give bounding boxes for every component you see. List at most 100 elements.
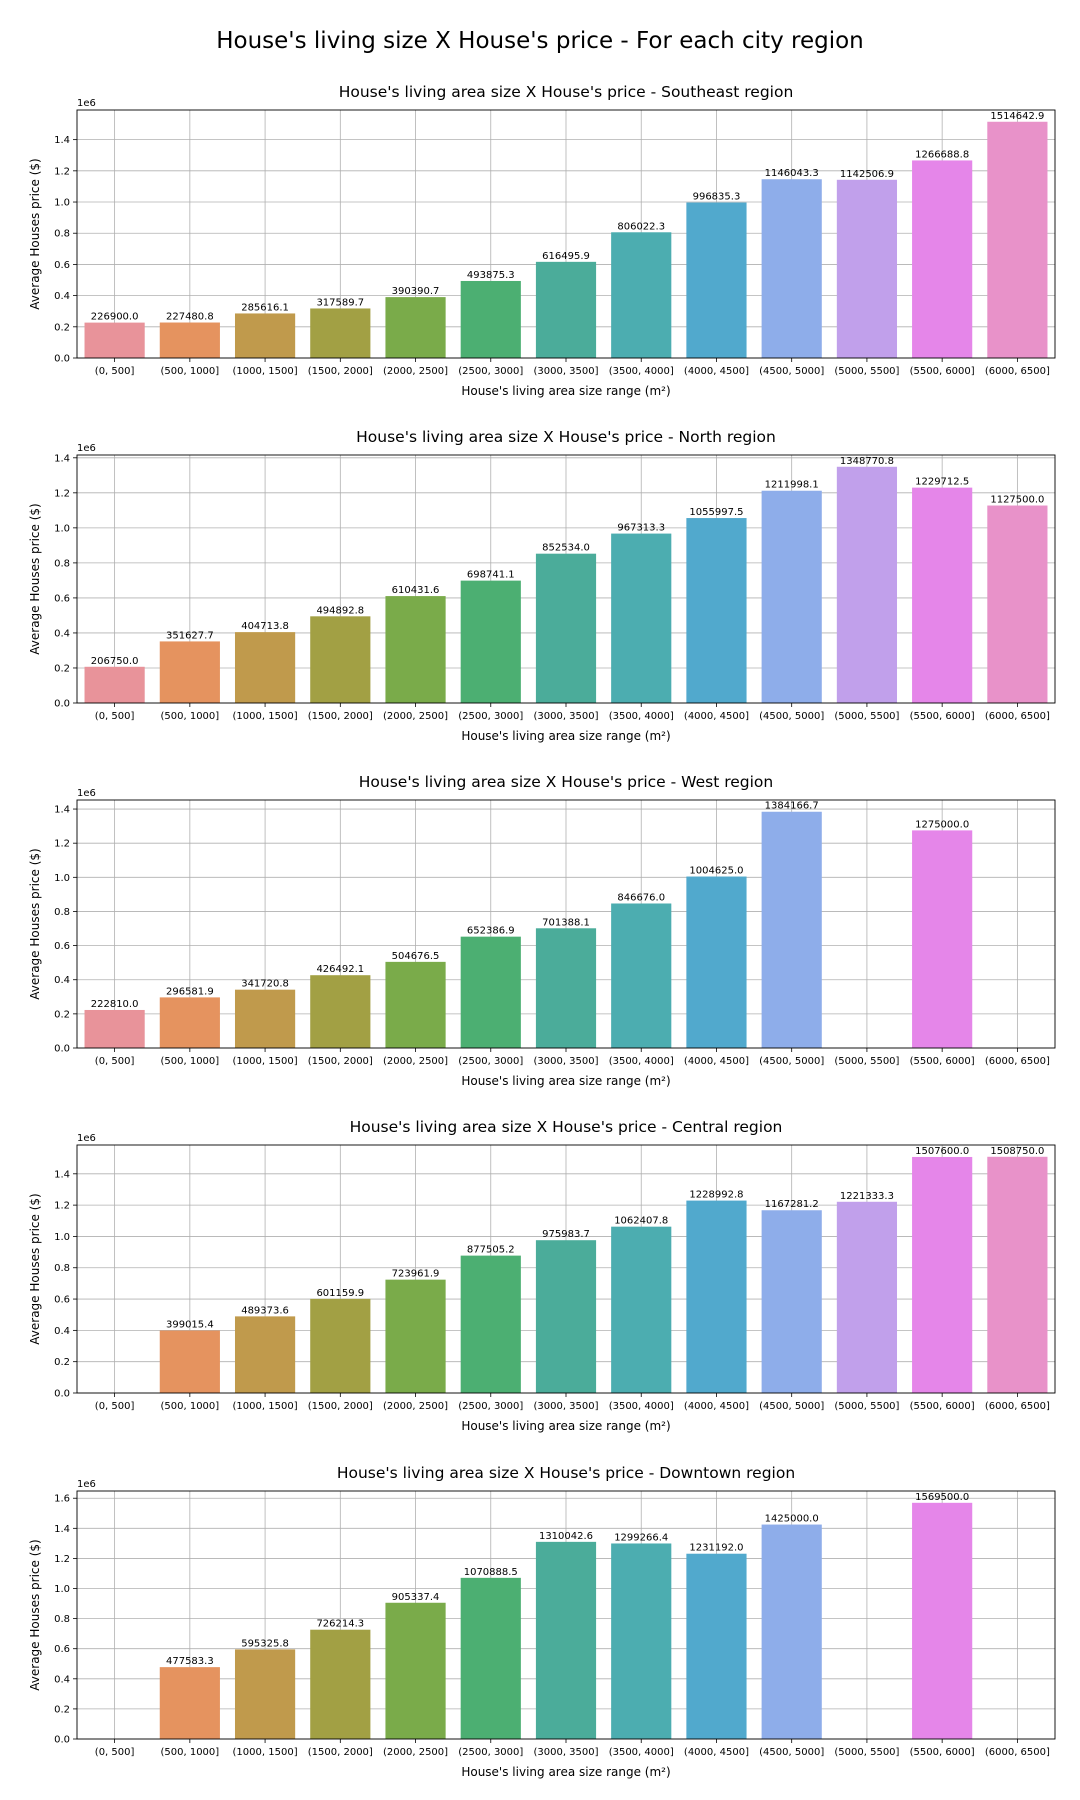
y-tick-label: 1.0: [54, 1232, 70, 1243]
bar-value-label: 1127500.0: [990, 495, 1044, 506]
x-tick-label: (5000, 5500]: [834, 1747, 899, 1758]
x-tick-label: (3500, 4000]: [609, 366, 674, 377]
y-tick-label: 0.0: [54, 1735, 70, 1746]
x-axis-label: House's living area size range (m²): [461, 729, 670, 743]
bar-value-label: 399015.4: [166, 1320, 214, 1331]
bar: [987, 1156, 1048, 1393]
bar: [385, 1279, 446, 1393]
x-tick-label: (3000, 3500]: [533, 1401, 598, 1412]
bar: [686, 876, 747, 1048]
bar-value-label: 996835.3: [693, 192, 741, 203]
bar: [460, 936, 521, 1048]
x-tick-label: (500, 1000]: [160, 366, 219, 377]
bar-value-label: 806022.3: [617, 221, 665, 232]
y-tick-label: 1.4: [54, 453, 70, 464]
bar-value-label: 701388.1: [542, 917, 590, 928]
y-tick-label: 1.0: [54, 873, 70, 884]
bar: [761, 179, 822, 358]
bar: [535, 553, 597, 703]
x-tick-label: (2000, 2500]: [383, 366, 448, 377]
y-tick-label: 0.2: [54, 322, 70, 333]
bar: [611, 1543, 672, 1739]
x-tick-label: (3000, 3500]: [533, 1056, 598, 1067]
bar: [912, 830, 973, 1048]
bar: [761, 490, 822, 703]
bar: [686, 202, 747, 358]
bar-value-label: 1211998.1: [765, 480, 819, 491]
x-tick-label: (1000, 1500]: [233, 1056, 298, 1067]
y-tick-label: 1.6: [54, 1494, 70, 1505]
bar: [234, 1316, 296, 1393]
bar-value-label: 489373.6: [241, 1305, 289, 1316]
y-tick-label: 1.0: [54, 523, 70, 534]
x-tick-label: (0, 500]: [95, 1747, 135, 1758]
y-tick-label: 1.2: [54, 839, 70, 850]
x-tick-label: (3000, 3500]: [533, 366, 598, 377]
bar-value-label: 1384166.7: [765, 801, 819, 812]
bar-value-label: 1167281.2: [765, 1199, 819, 1210]
x-tick-label: (2500, 3000]: [458, 1401, 523, 1412]
bar: [310, 975, 371, 1048]
bar: [987, 121, 1048, 358]
x-tick-label: (2500, 3000]: [458, 366, 523, 377]
x-tick-label: (1500, 2000]: [308, 711, 373, 722]
bar: [159, 641, 220, 703]
x-tick-label: (6000, 6500]: [985, 1401, 1050, 1412]
x-axis-label: House's living area size range (m²): [461, 1074, 670, 1088]
y-tick-label: 0.0: [54, 699, 70, 710]
bar: [836, 1201, 898, 1393]
y-tick-label: 1.4: [54, 1169, 70, 1180]
chart-title: House's living area size X House's price…: [337, 1464, 795, 1482]
x-tick-label: (3000, 3500]: [533, 711, 598, 722]
x-tick-label: (0, 500]: [95, 711, 135, 722]
bar: [460, 580, 521, 703]
bar-value-label: 601159.9: [316, 1288, 364, 1299]
x-tick-label: (4500, 5000]: [759, 1747, 824, 1758]
bar-value-label: 222810.0: [91, 999, 139, 1010]
y-tick-label: 0.8: [54, 229, 70, 240]
x-tick-label: (0, 500]: [95, 1401, 135, 1412]
bar: [535, 1541, 597, 1739]
x-tick-label: (6000, 6500]: [985, 1056, 1050, 1067]
x-tick-label: (2000, 2500]: [383, 1401, 448, 1412]
y-axis-label: Average Houses price ($): [28, 848, 42, 999]
bar-value-label: 1055997.5: [689, 507, 743, 518]
y-tick-label: 1.4: [54, 135, 70, 146]
x-tick-label: (3500, 4000]: [609, 1056, 674, 1067]
bar-value-label: 1569500.0: [915, 1492, 969, 1503]
bar: [159, 1330, 220, 1393]
x-tick-label: (1000, 1500]: [233, 711, 298, 722]
bar-value-label: 494892.8: [316, 605, 364, 616]
bar-value-label: 698741.1: [467, 570, 515, 581]
x-tick-label: (2000, 2500]: [383, 1056, 448, 1067]
y-tick-label: 0.2: [54, 1009, 70, 1020]
y-axis-label: Average Houses price ($): [28, 503, 42, 654]
axis-offset-label: 1e6: [77, 788, 96, 799]
bar-value-label: 317589.7: [316, 297, 364, 308]
bar-value-label: 610431.6: [392, 585, 440, 596]
chart-title: House's living area size X House's price…: [356, 428, 776, 446]
x-tick-label: (4500, 5000]: [759, 1056, 824, 1067]
bar-value-label: 616495.9: [542, 251, 590, 262]
axis-offset-label: 1e6: [77, 1133, 96, 1144]
bar: [385, 1602, 446, 1739]
y-tick-label: 1.2: [54, 488, 70, 499]
x-tick-label: (5500, 6000]: [910, 1056, 975, 1067]
chart-panel: House's living area size X House's price…: [28, 428, 1056, 743]
y-tick-label: 0.6: [54, 1644, 70, 1655]
bar-value-label: 877505.2: [467, 1245, 515, 1256]
x-tick-label: (5500, 6000]: [910, 711, 975, 722]
bar: [84, 322, 145, 358]
bar: [159, 1667, 220, 1739]
bar: [234, 1649, 296, 1739]
axes-frame: [76, 1490, 1056, 1740]
chart-panel: House's living area size X House's price…: [28, 773, 1056, 1088]
y-tick-label: 0.4: [54, 1674, 70, 1685]
y-tick-label: 1.0: [54, 1584, 70, 1595]
x-tick-label: (4500, 5000]: [759, 1401, 824, 1412]
x-tick-label: (4000, 4500]: [684, 366, 749, 377]
bar: [611, 533, 672, 703]
bar-value-label: 1142506.9: [840, 169, 894, 180]
y-tick-label: 1.0: [54, 198, 70, 209]
